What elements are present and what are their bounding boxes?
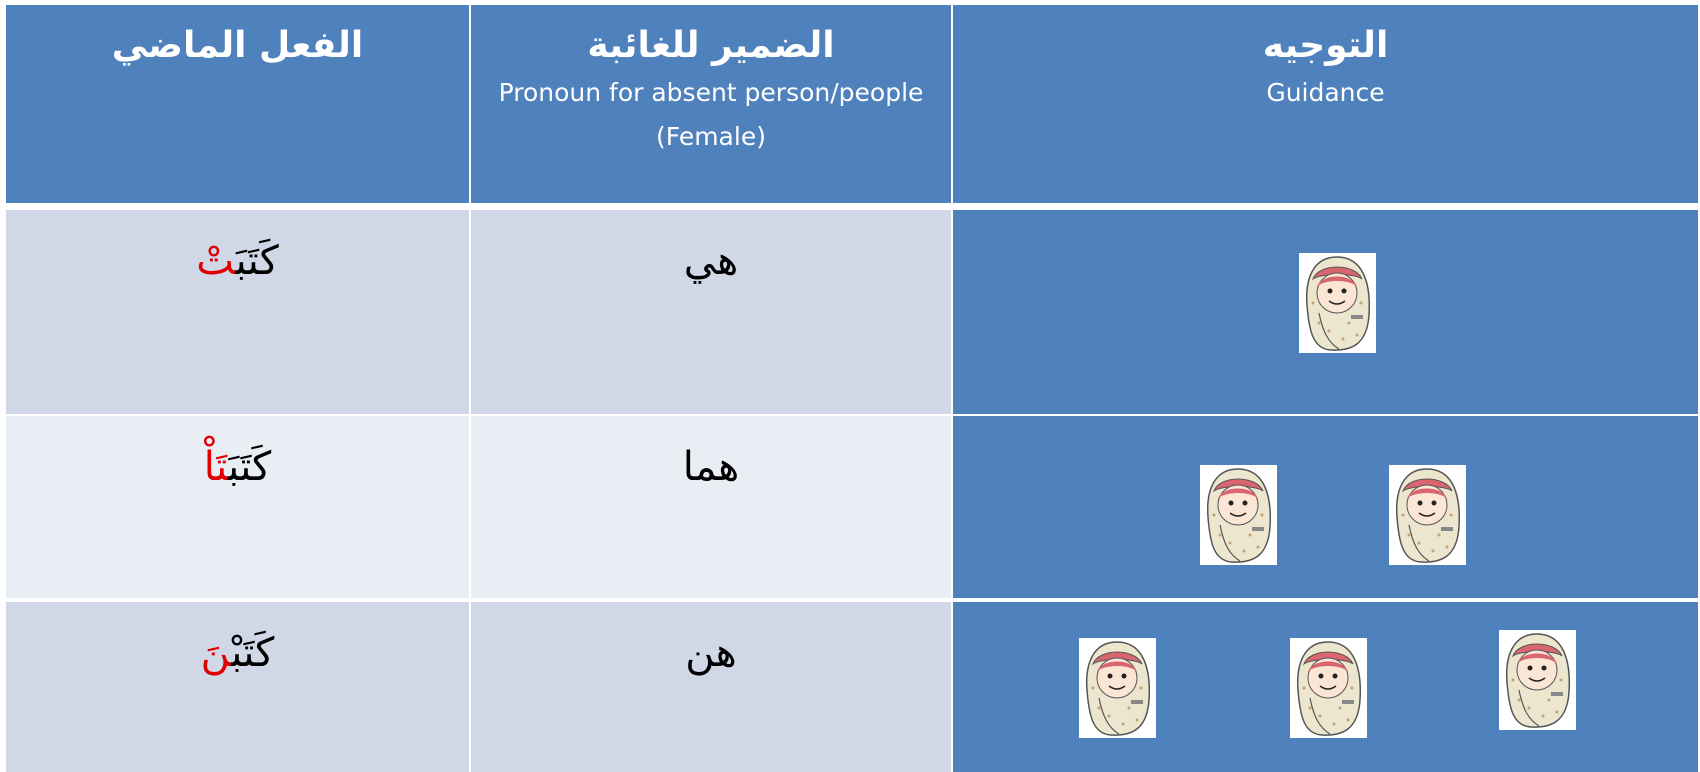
pronoun-cell: هن xyxy=(471,602,951,772)
pronoun: هي xyxy=(683,238,739,284)
verb-suffix: تَاْ xyxy=(203,444,229,490)
girl-icon xyxy=(1079,638,1156,738)
header-english: Guidance xyxy=(1266,78,1385,107)
pronoun-cell: هي xyxy=(471,210,951,414)
pronoun-cell: هما xyxy=(471,416,951,598)
pronoun: هما xyxy=(682,444,740,490)
girl-icon xyxy=(1200,465,1277,565)
header-cell: الفعل الماضي xyxy=(6,5,469,203)
verb-cell: كَتَبْنَ xyxy=(6,602,469,772)
guidance-cell xyxy=(953,416,1698,598)
girl-icon xyxy=(1290,638,1367,738)
header-arabic: الفعل الماضي xyxy=(111,25,364,66)
header-cell: الضمير للغائبة Pronoun for absent person… xyxy=(471,5,951,203)
girl-icon xyxy=(1499,630,1576,730)
verb: كَتَبَتَاْ xyxy=(6,444,469,490)
verb-stem: كَتَبْ xyxy=(231,630,275,676)
verb-cell: كَتَبَتْ xyxy=(6,210,469,414)
verb-stem: كَتَبَ xyxy=(235,238,279,284)
verb-suffix: نَ xyxy=(200,630,232,676)
verb: كَتَبَتْ xyxy=(6,238,469,284)
pronoun: هن xyxy=(685,630,737,676)
header-arabic: الضمير للغائبة xyxy=(587,25,835,66)
girl-icon xyxy=(1299,253,1376,353)
verb-cell: كَتَبَتَاْ xyxy=(6,416,469,598)
header-english: Pronoun for absent person/people (Female… xyxy=(498,78,924,151)
girl-icon xyxy=(1389,465,1466,565)
header-arabic: التوجيه xyxy=(1262,25,1389,66)
verb-stem: كَتَبَ xyxy=(228,444,272,490)
header-cell: التوجيه Guidance xyxy=(953,5,1698,203)
verb: كَتَبْنَ xyxy=(6,630,469,676)
verb-suffix: تْ xyxy=(196,238,236,284)
